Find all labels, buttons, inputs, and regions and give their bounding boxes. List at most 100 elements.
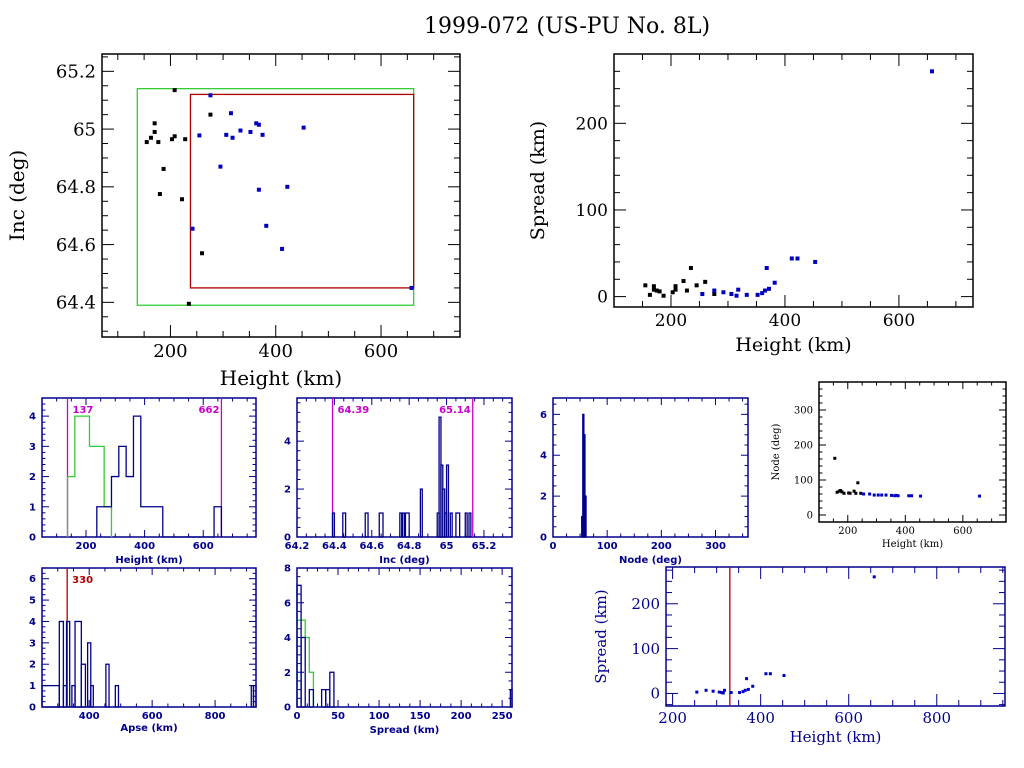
y-tick-label: 6: [284, 598, 291, 609]
histogram-bar: [252, 684, 257, 708]
y-tick-label: 0: [284, 533, 291, 544]
data-point: [703, 279, 708, 284]
y-tick-label: 0: [807, 511, 813, 522]
data-point: [186, 301, 191, 306]
histogram-bar: [65, 620, 71, 708]
data-point: [842, 491, 846, 495]
x-axis-label: Node (deg): [619, 555, 682, 566]
x-tick-label: 65.2: [472, 541, 497, 552]
data-point: [647, 292, 652, 297]
y-tick-label: 8: [284, 564, 291, 575]
y-tick-label: 65.2: [56, 62, 96, 83]
data-point: [643, 283, 648, 288]
histogram-bar: [455, 512, 461, 538]
data-point: [734, 293, 739, 298]
chart-node-vs-height: 200 400 600 0 100 200 300 Height (km) Node (deg): [771, 381, 1007, 550]
x-tick-label: 200: [838, 526, 857, 537]
data-point: [862, 492, 866, 496]
data-point: [170, 137, 175, 142]
chart-spread-vs-height: 200 400 600 0 100 200 Height (km) Spread (km): [527, 53, 974, 356]
data-point: [654, 288, 659, 293]
x-tick-label: 400: [134, 541, 155, 552]
chart-inc-histogram: 64.2 64.4 64.6 64.8 65 65.2 0 2 4 Inc (deg) 64.39 6…: [284, 397, 513, 566]
data-point: [894, 493, 898, 497]
y-tick-label: 64.6: [56, 235, 96, 256]
histogram-bar: [468, 512, 472, 538]
data-point: [673, 284, 678, 289]
histogram-bar: [74, 620, 82, 708]
x-tick-label: 100: [369, 711, 390, 722]
y-tick-label: 4: [540, 451, 547, 462]
chart-height-histogram: 200 400 600 0 1 2 3 4 Height (km) 137 662: [29, 397, 257, 566]
data-point: [852, 489, 856, 493]
data-point: [208, 93, 213, 98]
data-point: [700, 292, 705, 297]
data-point: [929, 69, 934, 74]
plot-frame: [613, 53, 974, 308]
data-point: [743, 688, 747, 692]
chart-spread-histogram: 0 50 100 150 200 250 0 2 4 6 8 Spread (km): [284, 564, 513, 736]
data-point: [760, 291, 765, 296]
x-tick-label: 400: [79, 711, 100, 722]
y-tick-label: 2: [284, 668, 291, 679]
x-tick-label: 64.6: [359, 541, 384, 552]
data-point: [717, 690, 721, 694]
y-tick-label: 64.4: [56, 293, 96, 314]
x-tick-label: 300: [705, 541, 726, 552]
x-tick-label: 0: [294, 711, 301, 722]
x-axis-label: Apse (km): [120, 723, 177, 734]
data-point: [744, 292, 749, 297]
data-point: [148, 135, 153, 140]
x-tick-label: 50: [331, 711, 345, 722]
plot-frame: [552, 397, 749, 538]
y-tick-label: 4: [29, 412, 36, 423]
data-point: [872, 493, 876, 497]
data-point: [741, 690, 745, 694]
y-tick-label: 5: [29, 596, 36, 607]
plot-frame: [101, 53, 461, 338]
y-tick-label: 4: [284, 633, 291, 644]
histogram-bar: [464, 512, 468, 538]
histogram-bar: [378, 512, 384, 538]
data-point: [880, 493, 884, 497]
data-point: [840, 490, 844, 494]
histogram-step-green: [66, 415, 113, 537]
histogram-bar: [114, 684, 120, 708]
x-tick-label: 600: [883, 311, 915, 331]
y-tick-label: 0: [650, 685, 660, 703]
data-point: [152, 121, 157, 126]
histogram-bar: [331, 512, 336, 538]
x-axis-label: Height (km): [220, 366, 342, 390]
y-tick-label: 200: [794, 441, 813, 452]
data-point: [833, 456, 837, 460]
chart-spread-vs-height-blue: 200 400 600 800 0 100 200 Height (km) Spread (km…: [592, 566, 1006, 746]
data-point: [224, 132, 229, 137]
data-point: [695, 690, 699, 694]
x-tick-label: 64.2: [285, 541, 310, 552]
data-point: [813, 259, 818, 264]
x-tick-label: 400: [769, 311, 801, 331]
histogram-step-navy: [96, 415, 223, 538]
data-point: [161, 166, 166, 171]
y-tick-label: 2: [29, 472, 36, 483]
data-point: [228, 111, 233, 116]
x-tick-label: 64.4: [322, 541, 347, 552]
reference-line-label: 137: [73, 405, 94, 416]
data-point: [661, 293, 666, 298]
histogram-bar: [86, 642, 92, 708]
data-point: [729, 292, 734, 297]
x-tick-label: 600: [834, 709, 863, 727]
x-axis-label: Inc (deg): [379, 555, 430, 566]
histogram-bar: [90, 684, 94, 708]
y-tick-label: 6: [29, 574, 36, 585]
data-point: [256, 187, 261, 192]
y-tick-label: 1: [29, 681, 36, 692]
y-tick-label: 4: [29, 617, 36, 628]
data-point: [721, 290, 726, 295]
y-tick-label: 2: [540, 492, 547, 503]
x-tick-label: 0: [550, 541, 557, 552]
chart-apse-histogram: 400 600 800 0 1 2 3 4 5 6 Apse (km) 330: [29, 567, 257, 734]
y-tick-label: 0: [540, 533, 547, 544]
histogram-bar: [449, 512, 453, 538]
